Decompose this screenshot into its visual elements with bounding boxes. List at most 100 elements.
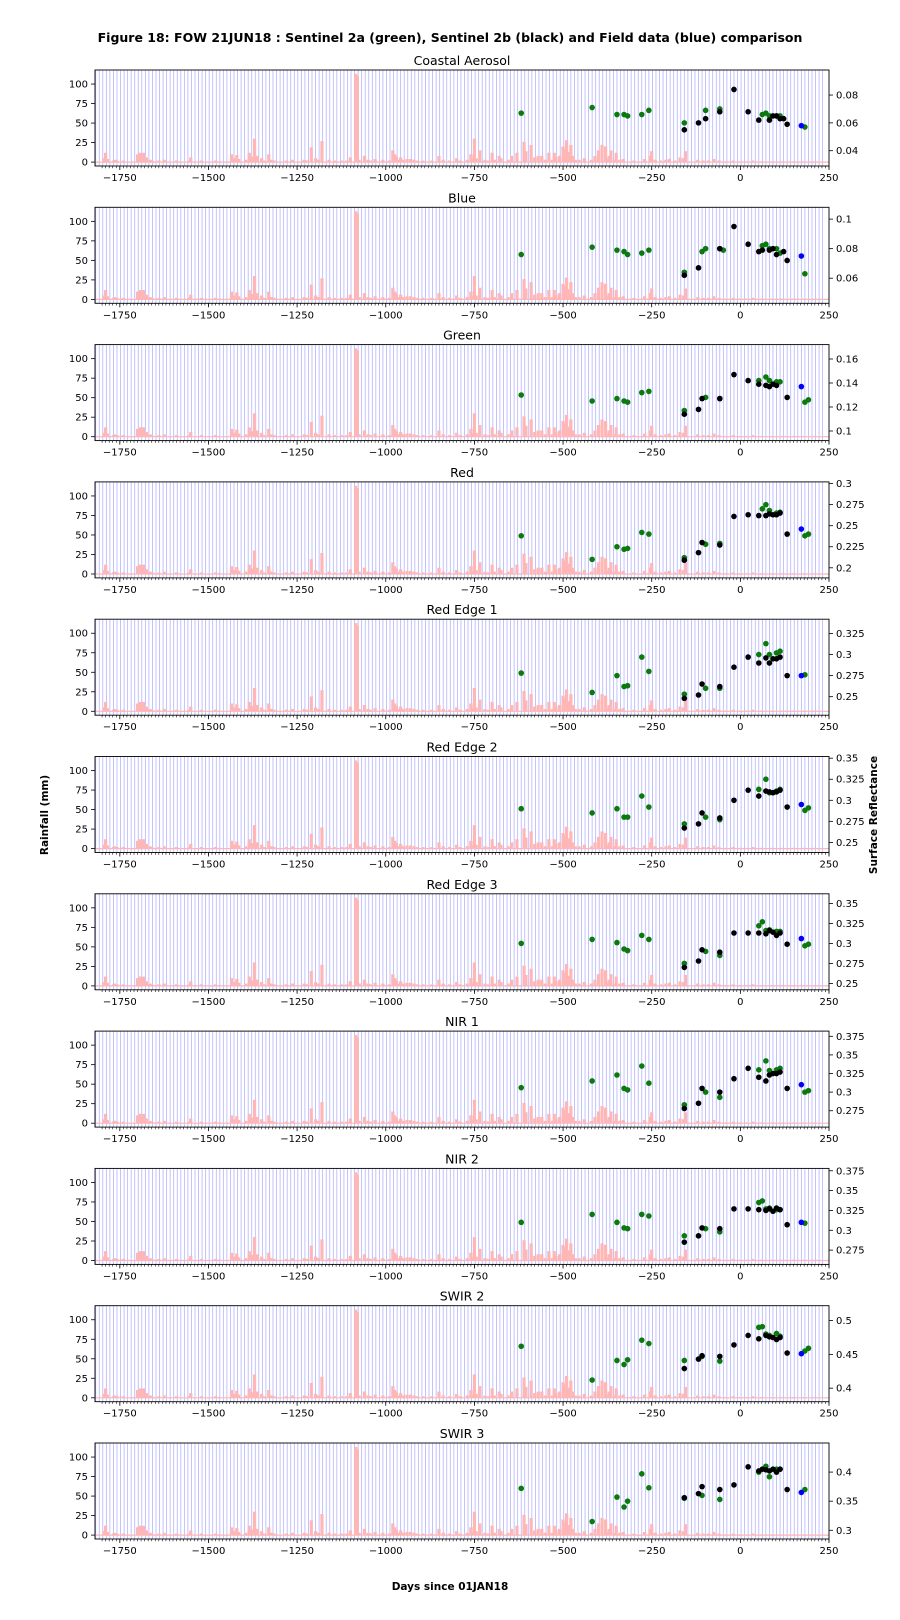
rainfall-bar xyxy=(563,835,567,849)
left-tick-label: 50 xyxy=(75,805,88,816)
rainfall-bar xyxy=(667,708,672,712)
rainfall-bar xyxy=(421,297,425,300)
rainfall-bar xyxy=(102,844,106,849)
rainfall-bar xyxy=(348,157,352,163)
rainfall-bar xyxy=(455,158,459,163)
rainfall-bar xyxy=(437,842,441,849)
rainfall-bar xyxy=(510,979,514,986)
rainfall-bar xyxy=(589,434,594,437)
rainfall-bar xyxy=(141,564,146,574)
x-tick-label: −1000 xyxy=(369,585,403,596)
rainfall-bar xyxy=(731,160,735,163)
rainfall-bar xyxy=(189,569,193,574)
rainfall-bar xyxy=(291,571,295,574)
rainfall-bar xyxy=(540,567,544,574)
rainfall-bar xyxy=(493,571,497,574)
rainfall-bar xyxy=(140,977,144,986)
rainfall-bar xyxy=(483,1120,487,1124)
rainfall-bar xyxy=(563,148,567,163)
rainfall-bar xyxy=(408,158,413,163)
rainfall-bar xyxy=(673,847,677,849)
rainfall-bar xyxy=(320,278,324,300)
rainfall-bar xyxy=(252,687,257,712)
rainfall-bar xyxy=(362,155,367,163)
rainfall-bar xyxy=(607,842,611,849)
rainfall-bar xyxy=(199,160,203,163)
rainfall-bar xyxy=(478,974,482,986)
data-point xyxy=(780,115,787,122)
rainfall-bar xyxy=(614,701,618,712)
rainfall-bar xyxy=(465,1120,469,1124)
rainfall-bar xyxy=(683,1112,687,1124)
rainfall-bar xyxy=(162,1120,166,1124)
rainfall-bar xyxy=(577,1120,581,1124)
rainfall-bar xyxy=(447,1121,452,1124)
rainfall-bar xyxy=(683,151,687,163)
x-tick-label: −500 xyxy=(549,448,576,459)
rainfall-bar xyxy=(552,152,556,163)
rainfall-bar xyxy=(421,1121,425,1124)
rainfall-bar xyxy=(522,828,526,849)
rainfall-bar xyxy=(543,983,547,986)
data-point xyxy=(798,383,805,390)
rainfall-bar xyxy=(412,434,416,437)
rainfall-bar xyxy=(571,979,575,986)
rainfall-bar xyxy=(561,695,565,712)
left-tick-label: 75 xyxy=(75,511,88,522)
rainfall-bar xyxy=(235,704,239,712)
rainfall-bar xyxy=(393,566,397,574)
rainfall-bar xyxy=(632,847,636,849)
rainfall-bar xyxy=(577,159,581,163)
rainfall-bar xyxy=(682,844,686,849)
data-point xyxy=(614,939,620,946)
rainfall-bar xyxy=(437,705,441,712)
rainfall-bar xyxy=(157,984,161,986)
left-tick-label: 100 xyxy=(69,354,88,365)
rainfall-bar xyxy=(571,567,575,574)
rainfall-bar xyxy=(373,433,377,437)
rainfall-bar xyxy=(566,151,570,163)
plot-frame xyxy=(94,893,830,991)
rainfall-bar xyxy=(345,572,349,574)
rainfall-bar xyxy=(401,1120,406,1124)
data-point xyxy=(805,397,812,403)
rainfall-bar xyxy=(362,430,367,437)
data-point xyxy=(780,248,787,255)
rainfall-bar xyxy=(510,1116,514,1124)
rainfall-bar xyxy=(144,981,149,986)
rainfall-bar xyxy=(369,572,373,574)
rainfall-bar xyxy=(706,847,711,849)
rainfall-bar xyxy=(658,709,663,712)
rainfall-bar xyxy=(272,297,276,300)
data-point xyxy=(731,797,737,804)
rainfall-bar xyxy=(609,699,613,712)
rainfall-bar xyxy=(144,843,149,849)
rainfall-bar xyxy=(313,707,318,712)
rainfall-bar xyxy=(105,845,110,849)
data-point xyxy=(716,815,723,821)
rainfall-bar xyxy=(396,846,400,849)
rainfall-bar xyxy=(272,984,276,986)
data-point xyxy=(805,531,812,537)
rainfall-bar xyxy=(104,427,108,437)
rainfall-bar xyxy=(148,159,152,163)
rainfall-bar xyxy=(148,708,152,712)
rainfall-bar xyxy=(396,1120,400,1124)
right-tick-label: 0.08 xyxy=(836,244,858,255)
rainfall-bar xyxy=(305,709,309,712)
plot-frame xyxy=(94,69,830,167)
data-point xyxy=(624,113,631,119)
rainfall-bar xyxy=(561,1107,565,1124)
rainfall-bar xyxy=(569,694,573,712)
rainfall-bar xyxy=(146,1121,150,1124)
rainfall-bar xyxy=(399,569,403,574)
rainfall-bar xyxy=(250,980,254,986)
rainfall-bar xyxy=(493,434,497,437)
rainfall-bar xyxy=(557,842,562,849)
rainfall-bar xyxy=(471,982,475,986)
rainfall-bar xyxy=(522,141,526,163)
rainfall-bar xyxy=(366,434,370,437)
data-point xyxy=(763,655,769,661)
rainfall-bar xyxy=(229,154,234,163)
rainfall-bar xyxy=(187,160,191,163)
